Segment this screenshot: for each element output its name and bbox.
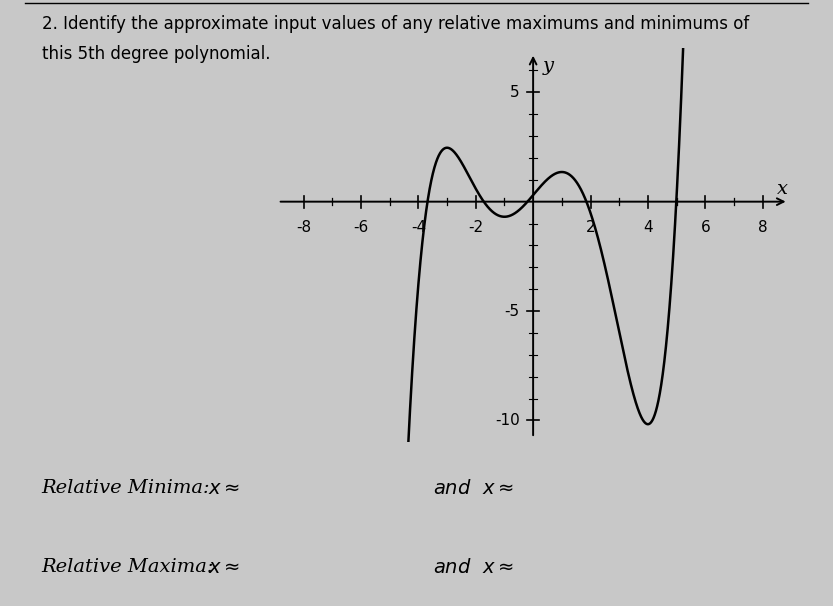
Text: 5: 5 (510, 85, 520, 100)
Text: x: x (777, 179, 788, 198)
Text: 2. Identify the approximate input values of any relative maximums and minimums o: 2. Identify the approximate input values… (42, 15, 749, 33)
Text: 2: 2 (586, 220, 596, 235)
Text: -10: -10 (495, 413, 520, 428)
Text: $x \approx$: $x \approx$ (208, 558, 241, 576)
Text: 4: 4 (643, 220, 653, 235)
Text: and  $x \approx$: and $x \approx$ (433, 558, 514, 576)
Text: and  $x \approx$: and $x \approx$ (433, 479, 514, 498)
Text: Relative Maxima:: Relative Maxima: (42, 558, 214, 576)
Text: this 5th degree polynomial.: this 5th degree polynomial. (42, 45, 270, 64)
Text: -5: -5 (505, 304, 520, 319)
Text: y: y (543, 57, 554, 75)
Text: -6: -6 (353, 220, 368, 235)
Text: -4: -4 (411, 220, 426, 235)
Text: -8: -8 (296, 220, 312, 235)
Text: $x \approx$: $x \approx$ (208, 479, 241, 498)
Text: Relative Minima:: Relative Minima: (42, 479, 210, 497)
Text: 8: 8 (758, 220, 767, 235)
Text: -2: -2 (468, 220, 483, 235)
Text: 6: 6 (701, 220, 711, 235)
